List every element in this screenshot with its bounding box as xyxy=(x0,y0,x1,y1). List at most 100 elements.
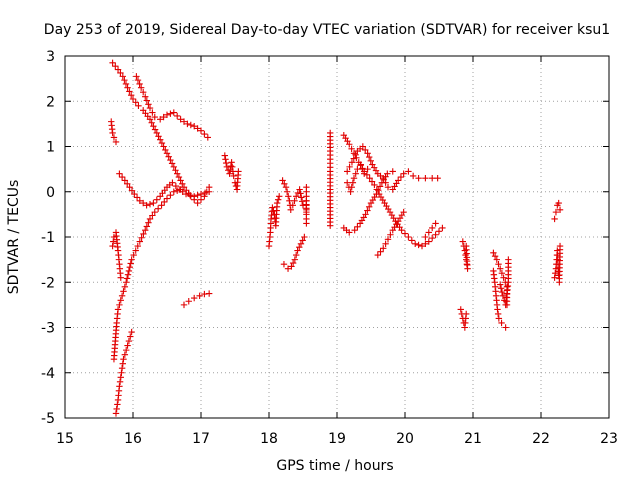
data-point-marker xyxy=(344,179,351,186)
data-point-marker xyxy=(123,279,130,286)
data-point-marker xyxy=(143,97,151,104)
data-point-marker xyxy=(133,73,140,80)
data-point-marker xyxy=(116,383,123,390)
data-point-marker xyxy=(112,62,119,70)
data-point-marker xyxy=(365,203,373,211)
data-point-marker xyxy=(118,173,126,181)
data-point-marker xyxy=(556,206,564,214)
data-point-marker xyxy=(162,146,169,154)
data-point-marker xyxy=(110,134,118,141)
data-point-marker xyxy=(425,238,432,245)
data-point-marker xyxy=(155,133,162,140)
data-point-marker xyxy=(151,113,158,121)
data-point-marker xyxy=(351,227,358,234)
data-point-marker xyxy=(138,234,145,241)
series-arc-l xyxy=(280,233,308,272)
data-point-marker xyxy=(145,101,152,108)
series-arc-b xyxy=(133,73,211,141)
data-point-marker xyxy=(354,223,361,231)
data-point-marker xyxy=(494,310,502,318)
data-point-marker xyxy=(497,281,504,288)
data-point-marker xyxy=(376,183,384,190)
data-point-marker xyxy=(109,59,116,66)
data-point-marker xyxy=(296,186,303,193)
data-point-marker xyxy=(169,179,176,186)
data-point-marker xyxy=(415,241,422,249)
data-point-marker xyxy=(154,205,162,212)
data-point-marker xyxy=(132,99,139,106)
series-arc-aa xyxy=(551,242,564,286)
data-point-marker xyxy=(172,182,180,190)
data-point-marker xyxy=(285,193,292,200)
data-point-marker xyxy=(118,292,126,300)
series-arc-h xyxy=(180,290,213,309)
data-point-marker xyxy=(197,196,205,203)
data-point-marker xyxy=(134,242,141,250)
data-point-marker xyxy=(301,233,308,241)
data-point-marker xyxy=(493,256,500,263)
data-point-marker xyxy=(194,199,201,207)
data-point-marker xyxy=(327,222,334,229)
data-point-marker xyxy=(170,188,177,195)
data-point-marker xyxy=(170,109,177,116)
data-point-marker xyxy=(294,247,301,254)
data-point-marker xyxy=(429,174,436,182)
y-tick-label: -2 xyxy=(41,275,55,291)
series-arc-c xyxy=(116,170,213,209)
data-point-marker xyxy=(124,271,132,278)
series-arc-u xyxy=(459,238,471,272)
data-point-marker xyxy=(459,238,466,245)
data-point-marker xyxy=(127,333,134,340)
data-point-marker xyxy=(291,256,299,263)
data-point-marker xyxy=(163,150,171,157)
data-point-marker xyxy=(502,324,509,331)
data-point-marker xyxy=(172,167,179,174)
data-point-marker xyxy=(429,234,436,242)
data-point-marker xyxy=(288,263,295,270)
data-point-marker xyxy=(120,288,127,295)
data-point-marker xyxy=(163,195,171,202)
data-point-marker xyxy=(384,170,391,177)
data-point-marker xyxy=(495,260,502,268)
x-tick-label: 17 xyxy=(192,431,210,447)
data-point-marker xyxy=(167,156,174,164)
data-point-marker xyxy=(174,187,181,194)
data-point-marker xyxy=(505,256,512,263)
data-point-marker xyxy=(127,92,135,99)
data-point-marker xyxy=(296,243,303,251)
series-arc-i xyxy=(221,152,242,193)
data-point-marker xyxy=(401,230,409,237)
data-point-marker xyxy=(352,170,359,177)
data-point-marker xyxy=(136,197,143,204)
data-point-marker xyxy=(389,168,396,175)
data-point-marker xyxy=(146,215,154,223)
data-point-marker xyxy=(116,301,123,309)
data-point-marker xyxy=(175,173,183,181)
data-point-marker xyxy=(395,177,402,184)
data-point-marker xyxy=(346,163,353,171)
y-tick-label: 3 xyxy=(46,49,55,65)
data-point-marker xyxy=(146,200,154,208)
data-point-marker xyxy=(116,170,123,177)
data-point-marker xyxy=(110,238,117,245)
data-point-marker xyxy=(432,231,439,238)
data-point-marker xyxy=(132,247,139,254)
series-arc-x xyxy=(490,267,509,331)
data-point-marker xyxy=(167,110,174,117)
data-point-marker xyxy=(179,180,186,188)
data-point-marker xyxy=(384,184,392,191)
data-point-marker xyxy=(497,285,505,292)
data-point-marker xyxy=(124,180,131,188)
data-points xyxy=(108,59,564,417)
data-point-marker xyxy=(463,310,470,318)
series-arc-q xyxy=(340,168,396,236)
data-point-marker xyxy=(128,187,136,194)
data-point-marker xyxy=(148,119,155,126)
data-point-marker xyxy=(180,118,188,125)
x-tick-label: 22 xyxy=(532,431,550,447)
data-point-marker xyxy=(289,202,296,209)
data-point-marker xyxy=(177,177,184,184)
data-point-marker xyxy=(281,180,288,188)
data-point-marker xyxy=(170,163,177,171)
x-tick-label: 20 xyxy=(396,431,414,447)
